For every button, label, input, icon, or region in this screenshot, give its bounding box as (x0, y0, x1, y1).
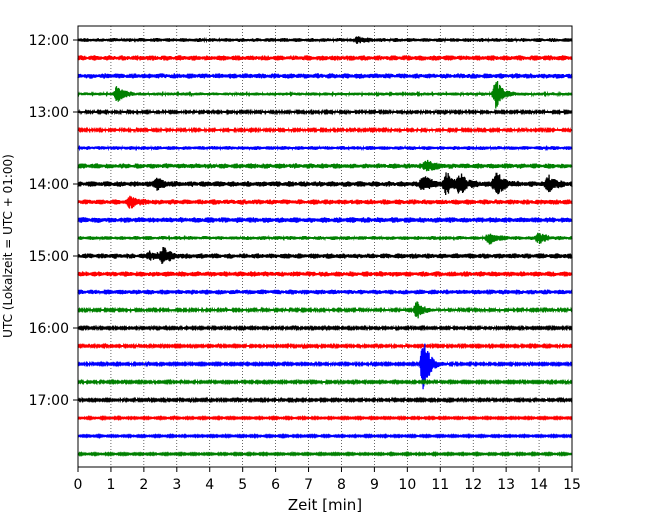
trace-1745 (77, 450, 573, 458)
trace-1345 (77, 159, 573, 172)
trace-1700 (77, 396, 573, 404)
trace-1430 (77, 217, 573, 223)
x-tick-label: 4 (205, 477, 214, 493)
x-axis: 0 1 2 3 4 5 6 7 8 9 10 11 12 13 14 15 (74, 467, 581, 493)
trace-1530 (77, 289, 573, 296)
y-tick-label: 17:00 (29, 393, 69, 409)
trace-1730 (77, 432, 573, 440)
y-axis: 12:00 13:00 14:00 15:00 16:00 17:00 (29, 33, 78, 409)
y-tick-label: 15:00 (29, 249, 69, 265)
trace-1200 (77, 36, 573, 44)
plot-frame (77, 25, 573, 468)
x-tick-label: 10 (398, 477, 416, 493)
x-tick-label: 2 (139, 477, 148, 493)
x-tick-label: 13 (497, 477, 515, 493)
trace-1715 (77, 414, 573, 422)
trace-1400 (77, 172, 573, 196)
trace-1645 (77, 378, 573, 386)
trace-1615 (77, 342, 573, 350)
trace-1245 (77, 80, 573, 109)
x-tick-label: 3 (172, 477, 181, 493)
trace-1330 (77, 144, 573, 152)
trace-1630 (77, 343, 573, 390)
x-tick-label: 8 (337, 477, 346, 493)
trace-1600 (77, 324, 573, 332)
x-tick-label: 14 (530, 477, 548, 493)
trace-1415 (77, 195, 573, 209)
trace-1300 (77, 108, 573, 116)
x-tick-label: 9 (370, 477, 379, 493)
x-tick-label: 1 (106, 477, 115, 493)
trace-1445 (77, 232, 573, 245)
y-tick-label: 12:00 (29, 33, 69, 49)
y-tick-label: 16:00 (29, 321, 69, 337)
x-tick-label: 12 (464, 477, 482, 493)
x-tick-label: 5 (238, 477, 247, 493)
trace-1215 (77, 54, 573, 61)
trace-1545 (77, 301, 573, 319)
trace-1315 (77, 126, 573, 134)
trace-1515 (77, 271, 573, 277)
trace-1230 (77, 73, 573, 79)
x-tick-label: 15 (563, 477, 581, 493)
y-tick-label: 13:00 (29, 105, 69, 121)
x-tick-label: 7 (304, 477, 313, 493)
x-tick-label: 6 (271, 477, 280, 493)
x-tick-label: 11 (431, 477, 449, 493)
y-axis-label: UTC (Lokalzeit = UTC + 01:00) (1, 154, 15, 338)
x-axis-label: Zeit [min] (288, 496, 362, 514)
trace-group (77, 36, 573, 458)
y-tick-label: 14:00 (29, 177, 69, 193)
trace-1500 (77, 247, 573, 265)
x-tick-label: 0 (74, 477, 83, 493)
